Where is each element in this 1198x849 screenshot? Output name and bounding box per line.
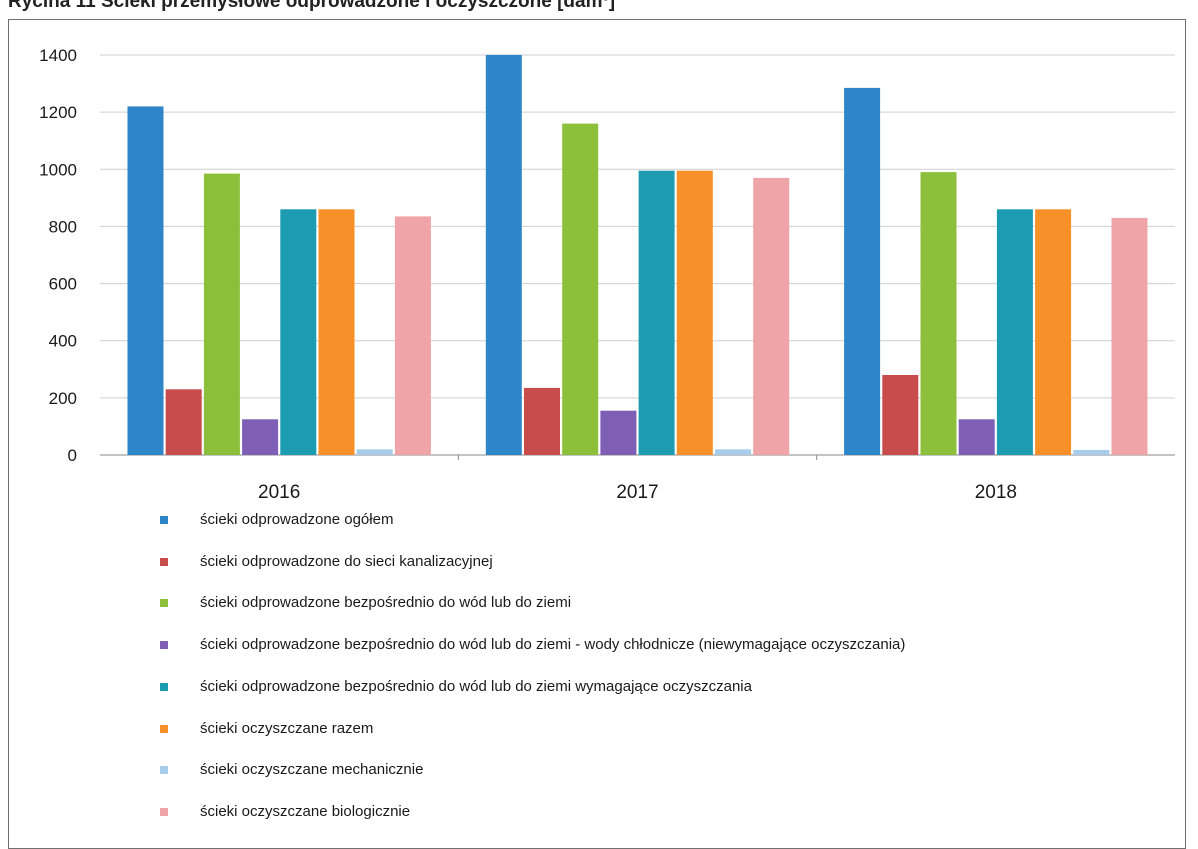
legend-swatch	[160, 682, 168, 691]
bar-2017-series-8	[753, 177, 790, 455]
bar-2016-series-7	[356, 449, 393, 455]
bar-2018-series-4	[958, 419, 995, 455]
bar-2016-series-8	[394, 216, 431, 455]
bar-2018-series-1	[844, 87, 881, 456]
bar-2018-series-2	[882, 375, 919, 455]
y-tick-label: 800	[49, 217, 77, 236]
gridlines	[100, 54, 1175, 460]
bar-2017-series-2	[524, 387, 560, 455]
legend-label: ścieki odprowadzone ogółem	[200, 511, 394, 528]
bar-2017-series-7	[715, 449, 751, 455]
bar-2018-series-5	[996, 209, 1033, 455]
x-category-label: 2017	[616, 482, 658, 503]
y-tick-label: 0	[68, 446, 77, 465]
legend-label: ścieki odprowadzone bezpośrednio do wód …	[200, 677, 752, 695]
y-axis-ticks: 0 200 400 600 800 1000 1200 1400	[39, 46, 77, 465]
bar-2018-series-3	[920, 172, 957, 455]
bar-2017-series-6	[676, 170, 713, 455]
bar-2016-series-3	[203, 173, 240, 455]
bars	[127, 55, 1148, 456]
legend-swatch	[160, 766, 168, 775]
legend-swatch	[160, 599, 168, 608]
legend-swatch	[160, 516, 168, 524]
bar-2017-series-4	[600, 410, 637, 455]
bar-2016-series-2	[165, 389, 202, 455]
bar-2017-series-5	[638, 170, 675, 455]
legend-label: ścieki oczyszczane razem	[200, 719, 374, 737]
y-tick-label: 1200	[39, 103, 77, 122]
bar-2016-series-4	[242, 419, 279, 455]
legend-label: ścieki odprowadzone do sieci kanalizacyj…	[200, 552, 493, 570]
bar-2018-series-8	[1111, 217, 1148, 455]
bar-2018-series-6	[1035, 209, 1072, 455]
bar-2018-series-7	[1073, 449, 1110, 455]
legend-swatch	[160, 557, 168, 566]
legend-label: ścieki oczyszczane biologicznie	[200, 802, 411, 820]
y-tick-label: 600	[49, 275, 77, 294]
legend-label: ścieki odprowadzone bezpośrednio do wód …	[200, 636, 906, 654]
legend-swatch	[160, 641, 168, 650]
chart-title: Rycina 11 Ścieki przemysłowe odprowadzon…	[8, 0, 616, 12]
y-tick-label: 400	[49, 332, 77, 351]
bar-2017-series-1	[485, 55, 522, 455]
bar-2016-series-6	[318, 209, 355, 455]
bar-2016-series-1	[127, 106, 164, 456]
y-tick-label: 1400	[39, 46, 77, 65]
legend-label: ścieki oczyszczane mechanicznie	[200, 761, 424, 779]
x-axis-categories: 2016 2017 2018	[258, 482, 1017, 503]
legend-label: ścieki odprowadzone bezpośrednio do wód …	[200, 594, 572, 612]
legend-swatch	[160, 807, 168, 816]
x-category-label: 2016	[258, 482, 300, 503]
legend-swatch	[160, 724, 168, 733]
bar-2016-series-5	[280, 209, 317, 455]
bar-2017-series-3	[562, 123, 599, 455]
y-tick-label: 200	[49, 389, 77, 408]
y-tick-label: 1000	[39, 160, 77, 179]
x-category-label: 2018	[975, 482, 1017, 503]
